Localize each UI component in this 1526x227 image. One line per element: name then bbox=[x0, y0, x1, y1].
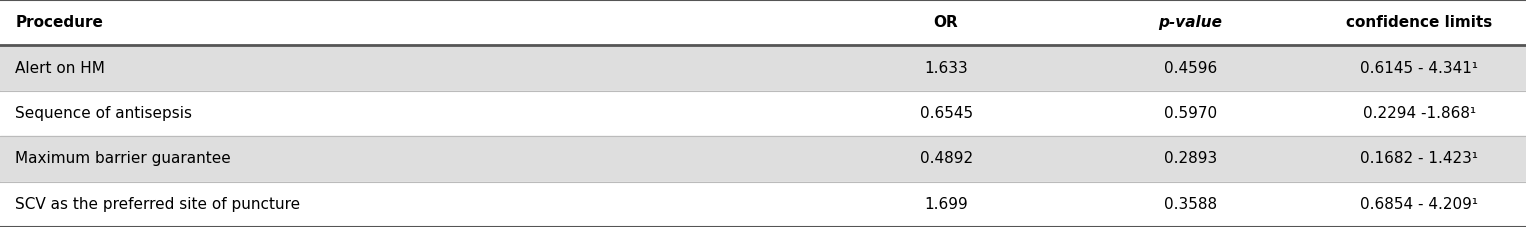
Text: 0.6145 - 4.341¹: 0.6145 - 4.341¹ bbox=[1360, 61, 1479, 76]
Text: 1.633: 1.633 bbox=[925, 61, 967, 76]
Bar bbox=[0, 0, 1526, 45]
Text: Alert on HM: Alert on HM bbox=[15, 61, 105, 76]
Bar bbox=[0, 45, 1526, 91]
Bar bbox=[0, 91, 1526, 136]
Text: 0.6854 - 4.209¹: 0.6854 - 4.209¹ bbox=[1360, 197, 1479, 212]
Text: Procedure: Procedure bbox=[15, 15, 104, 30]
Text: 0.6545: 0.6545 bbox=[920, 106, 972, 121]
Text: 0.3588: 0.3588 bbox=[1164, 197, 1216, 212]
Text: 0.2893: 0.2893 bbox=[1164, 151, 1216, 166]
Text: 0.1682 - 1.423¹: 0.1682 - 1.423¹ bbox=[1360, 151, 1479, 166]
Text: OR: OR bbox=[934, 15, 958, 30]
Text: SCV as the preferred site of puncture: SCV as the preferred site of puncture bbox=[15, 197, 301, 212]
Bar bbox=[0, 182, 1526, 227]
Text: 0.4596: 0.4596 bbox=[1164, 61, 1216, 76]
Text: 0.2294 -1.868¹: 0.2294 -1.868¹ bbox=[1363, 106, 1476, 121]
Text: p-value: p-value bbox=[1158, 15, 1222, 30]
Text: Maximum barrier guarantee: Maximum barrier guarantee bbox=[15, 151, 230, 166]
Bar bbox=[0, 136, 1526, 182]
Text: Sequence of antisepsis: Sequence of antisepsis bbox=[15, 106, 192, 121]
Text: confidence limits: confidence limits bbox=[1346, 15, 1492, 30]
Text: 0.4892: 0.4892 bbox=[920, 151, 972, 166]
Text: 0.5970: 0.5970 bbox=[1164, 106, 1216, 121]
Text: 1.699: 1.699 bbox=[925, 197, 967, 212]
